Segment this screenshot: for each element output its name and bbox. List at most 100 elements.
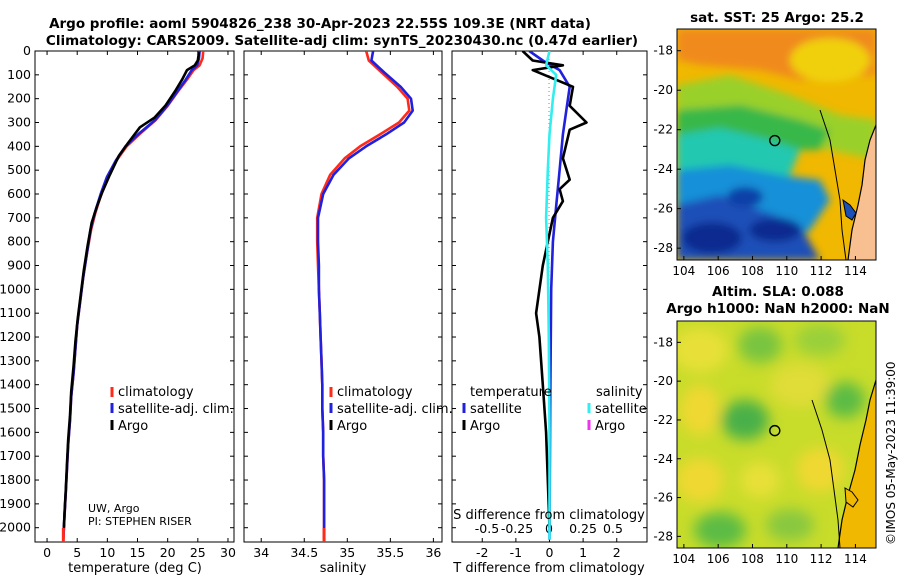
x2-tick-label: -0.5: [475, 521, 499, 536]
figure-title-line2: Climatology: CARS2009. Satellite-adj cli…: [46, 33, 638, 49]
x-tick-label: 34: [253, 545, 269, 560]
sla-map-axes: 104 106 108 110 112 114 -18 -20 -22 -24 -26 -28: [653, 335, 866, 566]
series-line-temperature-satellite: [528, 51, 572, 540]
depth-tick-label: 600: [7, 186, 31, 201]
sla-map: [677, 321, 876, 548]
map-lon-tick-label: 108: [741, 552, 764, 566]
salinity-legend: climatology satellite-adj. clim. Argo: [329, 385, 453, 434]
depth-tick-label: 1200: [0, 329, 31, 344]
map-lat-tick-label: -24: [653, 452, 673, 466]
legend-label-climatology: climatology: [337, 385, 413, 400]
depth-tick-label: 900: [7, 258, 31, 273]
depth-tick-label: 1600: [0, 424, 31, 439]
map-lat-tick-label: -20: [653, 374, 673, 388]
map-lon-tick-label: 110: [775, 552, 798, 566]
sla-map-title-line2: Argo h1000: NaN h2000: NaN: [666, 301, 889, 317]
depth-tick-label: 0: [23, 43, 31, 58]
depth-tick-label: 1800: [0, 472, 31, 487]
x-tick-label: 30: [220, 545, 236, 560]
series-line-satellite-adj-clim-: [62, 51, 201, 540]
map-lon-tick-label: 104: [672, 552, 695, 566]
map-lat-tick-label: -28: [653, 241, 673, 255]
sst-map-frame: [676, 28, 877, 261]
map-lat-tick-label: -22: [653, 413, 673, 427]
x-tick-label: 1: [579, 545, 587, 560]
salinity-panel-frame: [243, 50, 443, 543]
x2-tick-label: -0.25: [501, 521, 533, 536]
series-line-satellite-adj-clim-: [316, 51, 415, 540]
salinity-series: [315, 51, 415, 542]
legend-label-satellite-adj: satellite-adj. clim.: [118, 402, 234, 417]
series-line-climatology: [62, 51, 205, 540]
temperature-legend: climatology satellite-adj. clim. Argo: [110, 385, 234, 434]
map-lon-tick-label: 108: [741, 264, 764, 278]
sla-map-title-line1: Altim. SLA: 0.088: [712, 284, 844, 300]
difference-series: [521, 51, 588, 540]
map-lat-tick-label: -18: [653, 44, 673, 58]
legend-label-salinity-argo: Argo: [595, 419, 625, 434]
map-lon-tick-label: 112: [810, 552, 833, 566]
x2-tick-label: 0.25: [569, 521, 597, 536]
x-axes: 0 5 10 15 20 25 30 34 34.5 35 35.5 36 -2 -1 0 1 2 -0.5 -0.…: [43, 51, 623, 560]
map-lat-tick-label: -20: [653, 83, 673, 97]
depth-tick-label: 2000: [0, 520, 31, 535]
map-lon-tick-label: 114: [844, 552, 867, 566]
legend-title-salinity: salinity: [596, 385, 643, 400]
x-tick-label: 0: [43, 545, 51, 560]
map-lat-tick-label: -26: [653, 491, 673, 505]
sst-map-title: sat. SST: 25 Argo: 25.2: [690, 10, 864, 26]
map-lat-tick-label: -18: [653, 335, 673, 349]
x-tick-label: 36: [425, 545, 441, 560]
x-tick-label: -2: [476, 545, 488, 560]
depth-tick-label: 1500: [0, 401, 31, 416]
legend-label-argo: Argo: [118, 419, 148, 434]
timestamp: ©IMOS 05-May-2023 11:39:00: [884, 361, 898, 545]
series-line-climatology: [315, 51, 411, 540]
legend-label-temperature-argo: Argo: [470, 419, 500, 434]
temperature-panel-frame: [34, 50, 235, 543]
legend-label-argo: Argo: [337, 419, 367, 434]
credit-line2: PI: STEPHEN RISER: [88, 515, 192, 528]
temperature-series: [61, 51, 205, 542]
figure-title-line1: Argo profile: aoml 5904826_238 30-Apr-20…: [49, 16, 591, 32]
x-tick-label: -1: [510, 545, 522, 560]
legend-label-salinity-satellite: satellite: [595, 402, 647, 417]
depth-tick-label: 1900: [0, 496, 31, 511]
argo-position-marker: [769, 424, 781, 437]
x-tick-label: 15: [130, 545, 146, 560]
sst-map: [677, 29, 876, 260]
temperature-axis-label: temperature (deg C): [68, 561, 202, 576]
x-tick-label: 25: [190, 545, 206, 560]
map-lon-tick-label: 114: [844, 264, 867, 278]
depth-tick-label: 1300: [0, 353, 31, 368]
map-lat-tick-label: -26: [653, 202, 673, 216]
x-tick-label: 10: [99, 545, 115, 560]
x-tick-label: 35.5: [376, 545, 404, 560]
x-tick-label: 35: [339, 545, 355, 560]
legend-label-satellite-adj: satellite-adj. clim.: [337, 402, 453, 417]
x-tick-label: 0: [546, 545, 554, 560]
series-line-argo: [62, 52, 201, 528]
depth-tick-label: 700: [7, 210, 31, 225]
map-lat-tick-label: -28: [653, 529, 673, 543]
series-line-salinity-satellite: [544, 51, 558, 540]
depth-tick-label: 1400: [0, 377, 31, 392]
depth-tick-label: 1000: [0, 281, 31, 296]
credit-line1: UW, Argo: [88, 502, 140, 515]
legend-title-temperature: temperature: [470, 385, 552, 400]
legend-label-temperature-satellite: satellite: [470, 402, 522, 417]
map-lon-tick-label: 106: [707, 264, 730, 278]
map-lon-tick-label: 106: [707, 552, 730, 566]
s-difference-axis-label: S difference from climatology: [453, 508, 645, 523]
argo-position-marker: [769, 134, 781, 147]
difference-legend: temperature satellite Argo salinity sate…: [462, 385, 647, 434]
x-tick-label: 20: [160, 545, 176, 560]
t-difference-axis-label: T difference from climatology: [452, 561, 645, 576]
map-lon-tick-label: 112: [810, 264, 833, 278]
depth-tick-label: 1700: [0, 448, 31, 463]
x-tick-label: 5: [73, 545, 81, 560]
series-line-temperature-argo: [521, 51, 588, 528]
depth-tick-label: 500: [7, 162, 31, 177]
x-tick-label: 34.5: [290, 545, 318, 560]
